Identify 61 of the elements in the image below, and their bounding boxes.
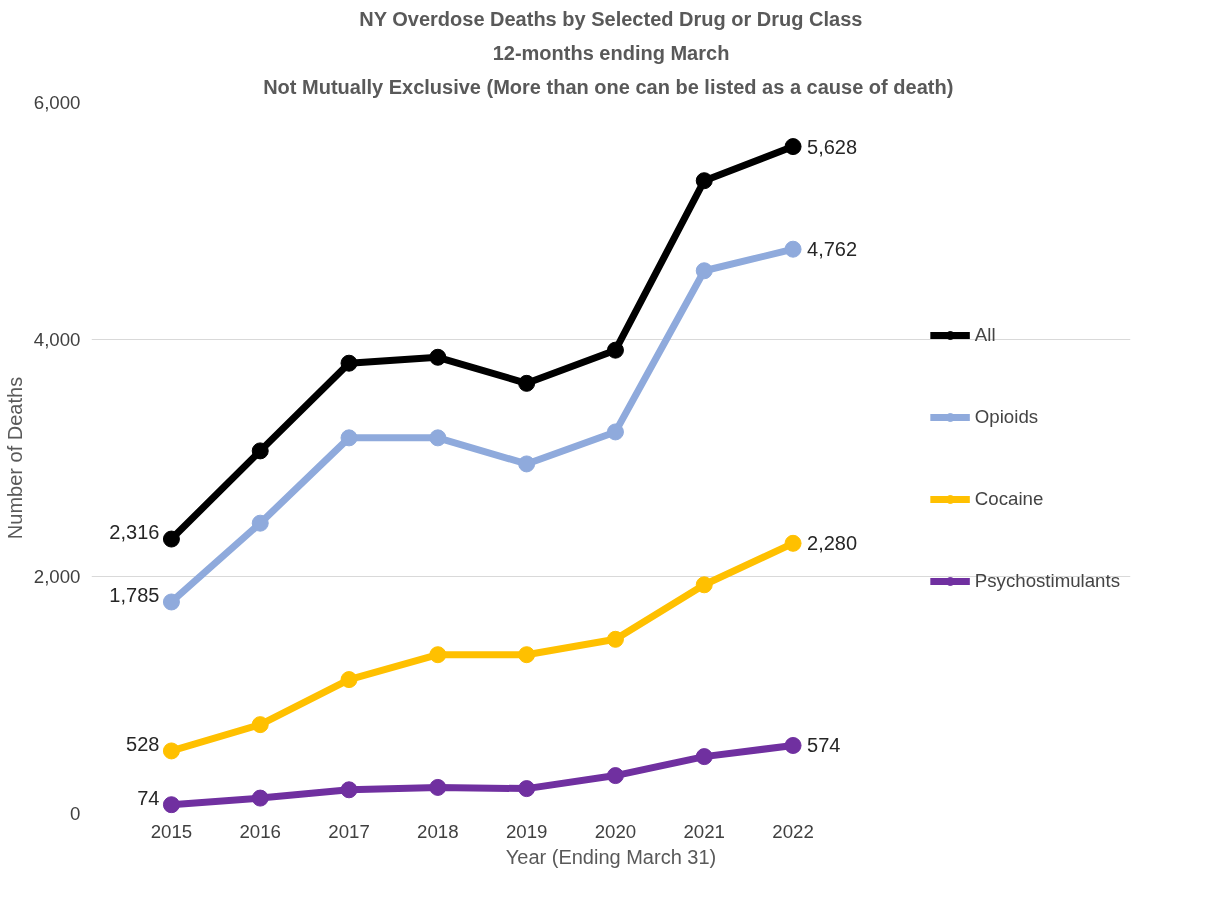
point [340, 671, 358, 689]
point [518, 455, 536, 473]
point [340, 354, 358, 372]
point [695, 172, 713, 190]
x-tick-label: 2017 [328, 820, 370, 842]
legend-label: Psychostimulants [974, 569, 1120, 592]
data-label: 4,762 [807, 238, 858, 261]
y-axis-title: Number of Deaths [3, 376, 26, 540]
y-tick-label: 6,000 [33, 92, 81, 113]
legend-label: Cocaine [974, 487, 1044, 510]
point [695, 262, 713, 280]
point [251, 716, 269, 734]
text: Not Mutually Exclusive (More than one can be listed as a cause of death) [263, 75, 954, 98]
legend-label: All [974, 323, 996, 346]
point [606, 423, 624, 441]
chart-title: NY Overdose Deaths by Selected Drug or Drug Class [359, 7, 863, 30]
point [518, 646, 536, 664]
point [162, 742, 180, 760]
point [784, 138, 802, 156]
point [340, 429, 358, 447]
x-tick-label: 2020 [594, 820, 637, 842]
x-axis-title: Year (Ending March 31) [505, 845, 717, 868]
chart-subtitle: 12-months ending March [492, 41, 730, 64]
point [340, 781, 358, 799]
data-label: 574 [807, 734, 841, 757]
x-tick-label: 2019 [505, 820, 548, 842]
point [429, 348, 447, 366]
point [251, 789, 269, 807]
x-tick-label: 2016 [239, 820, 281, 842]
x-tick-label: 2015 [150, 820, 193, 842]
point [695, 748, 713, 766]
data-label: 5,628 [807, 135, 858, 158]
point [518, 780, 536, 798]
y-tick-label: 2,000 [33, 566, 81, 587]
point [429, 778, 447, 796]
point [251, 514, 269, 532]
point [251, 442, 269, 460]
point [518, 374, 536, 392]
data-label: 74 [137, 786, 160, 809]
y-tick-label: 0 [70, 803, 81, 824]
point [162, 593, 180, 611]
x-tick-label: 2018 [417, 820, 459, 842]
legend-label: Opioids [974, 405, 1039, 428]
point [162, 796, 180, 814]
y-tick-label: 4,000 [33, 329, 81, 350]
data-label: 2,316 [109, 521, 160, 544]
point [606, 341, 624, 359]
point [429, 429, 447, 447]
point [695, 576, 713, 594]
point [606, 767, 624, 785]
point [429, 646, 447, 664]
x-tick-label: 2021 [683, 820, 726, 842]
data-label: 2,280 [807, 532, 858, 555]
point [784, 534, 802, 552]
point [784, 737, 802, 754]
x-tick-label: 2022 [772, 820, 814, 842]
data-label: 1,785 [109, 583, 160, 606]
data-label: 528 [126, 732, 160, 755]
point [606, 630, 624, 648]
point [784, 240, 802, 258]
point [162, 530, 180, 548]
